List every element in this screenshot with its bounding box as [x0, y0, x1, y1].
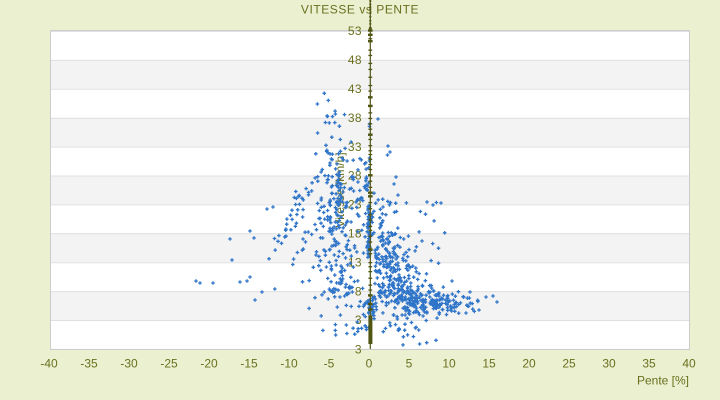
svg-text:25: 25 — [562, 357, 576, 371]
svg-text:20: 20 — [522, 357, 536, 371]
svg-text:28: 28 — [348, 169, 362, 183]
svg-text:Pente [%]: Pente [%] — [637, 373, 689, 387]
svg-text:48: 48 — [348, 53, 362, 67]
svg-text:VITESSE vs PENTE: VITESSE vs PENTE — [301, 3, 419, 17]
svg-text:-35: -35 — [80, 357, 98, 371]
svg-text:-10: -10 — [280, 357, 298, 371]
svg-text:40: 40 — [682, 357, 696, 371]
svg-text:-5: -5 — [324, 357, 335, 371]
svg-text:-40: -40 — [40, 357, 58, 371]
svg-text:-15: -15 — [240, 357, 258, 371]
svg-text:38: 38 — [348, 111, 362, 125]
svg-text:43: 43 — [348, 82, 362, 96]
svg-text:53: 53 — [348, 24, 362, 38]
svg-text:8: 8 — [355, 284, 362, 298]
svg-text:10: 10 — [442, 357, 456, 371]
svg-text:30: 30 — [602, 357, 616, 371]
svg-text:3: 3 — [355, 313, 362, 327]
svg-text:15: 15 — [482, 357, 496, 371]
svg-text:-30: -30 — [120, 357, 138, 371]
svg-text:0: 0 — [366, 357, 373, 371]
svg-text:-20: -20 — [200, 357, 218, 371]
svg-text:-25: -25 — [160, 357, 178, 371]
svg-text:3: 3 — [355, 343, 362, 357]
svg-text:18: 18 — [348, 227, 362, 241]
svg-text:35: 35 — [642, 357, 656, 371]
svg-text:13: 13 — [348, 255, 362, 269]
svg-text:5: 5 — [406, 357, 413, 371]
